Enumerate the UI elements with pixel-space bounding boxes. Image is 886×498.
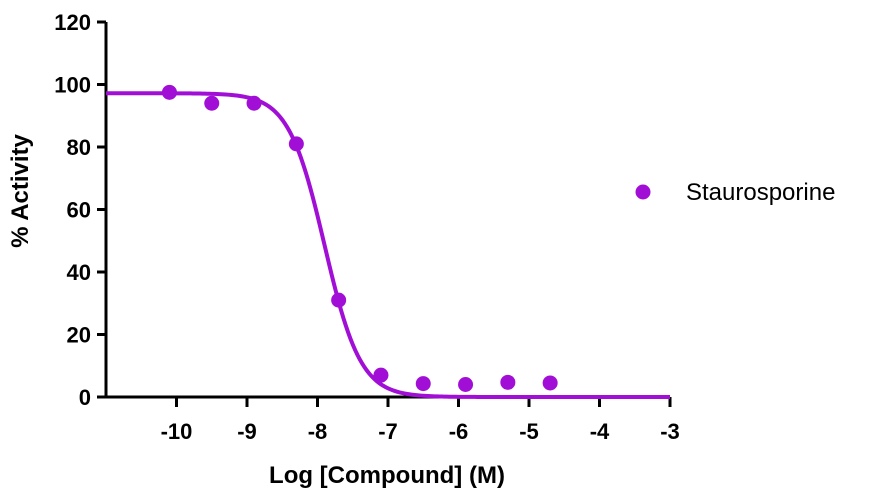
y-tick-label: 20 (67, 323, 91, 348)
x-axis-title: Log [Compound] (M) (269, 462, 505, 489)
y-tick-label: 80 (67, 135, 91, 160)
legend: Staurosporine (635, 179, 835, 206)
x-tick-label: -6 (449, 419, 469, 444)
data-point (288, 136, 304, 152)
data-point (204, 95, 220, 111)
y-axis-title: % Activity (7, 133, 34, 247)
x-ticks: -10 -9 -8 -7 -6 -5 -4 -3 (161, 397, 680, 444)
x-tick-label: -8 (308, 419, 328, 444)
x-tick-label: -5 (519, 419, 539, 444)
data-points (161, 84, 558, 392)
data-point (500, 374, 516, 390)
data-point (542, 375, 558, 391)
y-ticks: 0 20 40 60 80 100 120 (54, 10, 106, 410)
data-point (415, 376, 431, 392)
axes (104, 22, 670, 399)
data-point (161, 84, 177, 100)
y-tick-label: 60 (67, 198, 91, 223)
x-tick-label: -4 (590, 419, 610, 444)
data-point (373, 367, 389, 383)
data-point (458, 377, 474, 392)
fit-curve-line (106, 91, 670, 399)
y-tick-label: 100 (54, 73, 91, 98)
legend-marker (635, 184, 651, 200)
y-tick-label: 120 (54, 10, 91, 35)
data-point (246, 95, 262, 111)
x-tick-label: -10 (161, 419, 193, 444)
x-tick-label: -9 (237, 419, 257, 444)
x-tick-label: -3 (660, 419, 680, 444)
y-tick-label: 0 (79, 385, 91, 410)
legend-label-staurosporine: Staurosporine (686, 179, 835, 206)
data-point (331, 292, 347, 308)
x-tick-label: -7 (378, 419, 398, 444)
y-tick-label: 40 (67, 260, 91, 285)
